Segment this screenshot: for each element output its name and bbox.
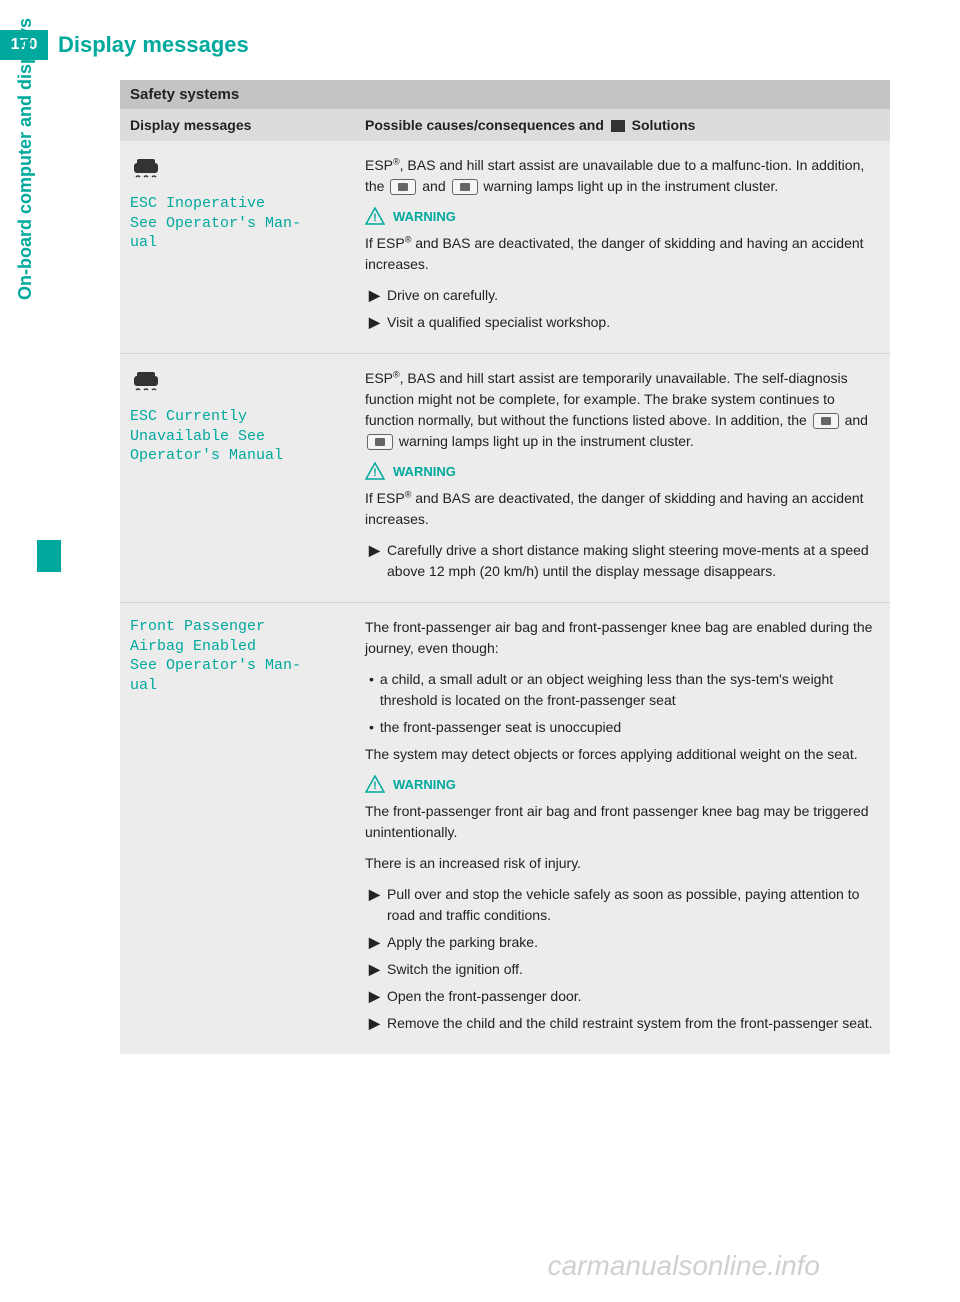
warning-label-text: WARNING	[393, 777, 456, 792]
display-message-text: ESC Currently Unavailable See Operator's…	[130, 407, 365, 466]
sub-bullet-item: • the front-passenger seat is unoccupied	[365, 717, 880, 738]
svg-text:!: !	[373, 467, 377, 479]
warning-label: ! WARNING	[365, 775, 880, 793]
table-header: Display messages Possible causes/consequ…	[120, 109, 890, 141]
table-row: ESC Inoperative See Operator's Man‐ ual …	[120, 141, 890, 354]
content-area: Safety systems Display messages Possible…	[120, 80, 890, 1054]
warning-lamp-icon	[390, 179, 416, 195]
table-header-left: Display messages	[130, 117, 365, 133]
sub-bullet-text: the front-passenger seat is unoccupied	[380, 717, 621, 738]
header-right-suffix: Solutions	[632, 117, 696, 133]
solution-cell: ESP®, BAS and hill start assist are temp…	[365, 368, 880, 588]
table-header-right: Possible causes/consequences and Solutio…	[365, 117, 880, 133]
action-item: ▶Carefully drive a short distance making…	[365, 540, 880, 582]
page-title: Display messages	[58, 32, 249, 58]
action-text: Drive on carefully.	[387, 285, 498, 306]
action-item: ▶Pull over and stop the vehicle safely a…	[365, 884, 880, 926]
display-message-cell: Front Passenger Airbag Enabled See Opera…	[130, 617, 365, 1040]
warning-label-text: WARNING	[393, 209, 456, 224]
display-message-text: ESC Inoperative See Operator's Man‐ ual	[130, 194, 365, 253]
action-item: ▶ Drive on carefully.	[365, 285, 880, 306]
action-marker-icon: ▶	[369, 932, 379, 953]
action-item: ▶ Remove the child and the child restrain…	[365, 1013, 880, 1034]
svg-text:!: !	[373, 212, 377, 224]
header-bar: 170 Display messages	[0, 30, 960, 60]
action-marker-icon: ▶	[369, 959, 379, 980]
action-item: ▶ Switch the ignition off.	[365, 959, 880, 980]
warning-triangle-icon: !	[365, 462, 385, 480]
car-icon	[130, 368, 162, 396]
header-right-prefix: Possible causes/consequences and	[365, 117, 608, 133]
action-marker-icon: ▶	[369, 884, 379, 926]
intro-text: ESP®, BAS and hill start assist are unav…	[365, 155, 880, 197]
solution-cell: ESP®, BAS and hill start assist are unav…	[365, 155, 880, 339]
action-text: Remove the child and the child restraint…	[387, 1013, 873, 1034]
warning-text: If ESP® and BAS are deactivated, the dan…	[365, 233, 880, 275]
display-message-text: Front Passenger Airbag Enabled See Opera…	[130, 617, 365, 695]
bullet-marker-icon: •	[369, 669, 374, 711]
action-marker-icon: ▶	[369, 1013, 379, 1034]
warning-text: The front-passenger front air bag and fr…	[365, 801, 880, 843]
warning-triangle-icon: !	[365, 207, 385, 225]
sub-bullet-text: a child, a small adult or an object weig…	[380, 669, 880, 711]
warning-lamp-off-icon	[367, 434, 393, 450]
svg-text:!: !	[373, 780, 377, 792]
solutions-marker-icon	[611, 120, 625, 132]
action-text: Switch the ignition off.	[387, 959, 523, 980]
warning-lamp-icon	[813, 413, 839, 429]
warning-label: ! WARNING	[365, 207, 880, 225]
warning-text-2: There is an increased risk of injury.	[365, 853, 880, 874]
car-icon	[130, 155, 162, 183]
action-marker-icon: ▶	[369, 312, 379, 333]
display-message-cell: ESC Inoperative See Operator's Man‐ ual	[130, 155, 365, 339]
action-text: Open the front-passenger door.	[387, 986, 582, 1007]
action-text: Apply the parking brake.	[387, 932, 538, 953]
table-row: ESC Currently Unavailable See Operator's…	[120, 354, 890, 603]
action-text: Visit a qualified specialist workshop.	[387, 312, 610, 333]
action-marker-icon: ▶	[369, 540, 379, 582]
warning-label-text: WARNING	[393, 464, 456, 479]
solution-cell: The front-passenger air bag and front-pa…	[365, 617, 880, 1040]
page-header: 170 Display messages	[0, 0, 960, 60]
display-message-cell: ESC Currently Unavailable See Operator's…	[130, 368, 365, 588]
warning-lamp-off-icon	[452, 179, 478, 195]
watermark: carmanualsonline.info	[548, 1250, 820, 1282]
action-text: Carefully drive a short distance making …	[387, 540, 880, 582]
action-item: ▶ Apply the parking brake.	[365, 932, 880, 953]
table-row: Front Passenger Airbag Enabled See Opera…	[120, 603, 890, 1054]
side-tab-block	[37, 540, 61, 572]
side-tab-label: On-board computer and displays	[15, 18, 36, 300]
action-item: ▶ Visit a qualified specialist workshop.	[365, 312, 880, 333]
warning-triangle-icon: !	[365, 775, 385, 793]
warning-label: ! WARNING	[365, 462, 880, 480]
sub-bullet-item: •a child, a small adult or an object wei…	[365, 669, 880, 711]
warning-text: If ESP® and BAS are deactivated, the dan…	[365, 488, 880, 530]
intro-text: The front-passenger air bag and front-pa…	[365, 617, 880, 659]
section-title: Safety systems	[120, 80, 890, 109]
action-marker-icon: ▶	[369, 986, 379, 1007]
action-text: Pull over and stop the vehicle safely as…	[387, 884, 880, 926]
intro-text: ESP®, BAS and hill start assist are temp…	[365, 368, 880, 452]
action-marker-icon: ▶	[369, 285, 379, 306]
bullet-marker-icon: •	[369, 717, 374, 738]
action-item: ▶ Open the front-passenger door.	[365, 986, 880, 1007]
intro-text-2: The system may detect objects or forces …	[365, 744, 880, 765]
